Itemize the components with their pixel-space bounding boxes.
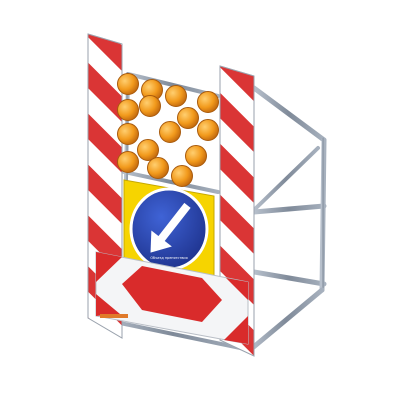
frame-mid-bar (251, 203, 327, 215)
warning-lamp-icon (139, 95, 161, 117)
warning-lamp-icon (117, 99, 139, 121)
sign-small-label: Объезд препятствия (150, 256, 187, 260)
warning-lamp-icon (197, 91, 219, 113)
chevron-board-icon (95, 251, 249, 345)
warning-lamp-grid (117, 73, 219, 187)
frame-base-rail (247, 287, 325, 353)
warning-lamp-icon (197, 119, 219, 141)
warning-lamp-icon (185, 145, 207, 167)
frame-lower-bar (251, 269, 327, 287)
arrow-down-right-icon (150, 202, 191, 253)
frame-diagonal (252, 146, 320, 212)
mandatory-sign: Объезд препятствия (123, 179, 215, 279)
warning-lamp-icon (137, 139, 159, 161)
warning-lamp-icon (117, 123, 139, 145)
board-orange-tag (100, 314, 128, 318)
board-left-corner-top (96, 252, 122, 282)
board-left-corner-bottom (96, 294, 120, 316)
frame-back-leg (319, 137, 327, 293)
warning-lamp-icon (165, 85, 187, 107)
frame-inner-mid (122, 170, 220, 194)
board-right-corner-top (226, 278, 248, 300)
warning-lamp-icon (177, 107, 199, 129)
warning-lamp-icon (117, 73, 139, 95)
warning-lamp-icon (159, 121, 181, 143)
warning-lamp-icon (147, 157, 169, 179)
board-right-corner-bottom (224, 316, 248, 344)
warning-lamp-icon (117, 151, 139, 173)
board-red-hexagon (122, 266, 222, 322)
warning-lamp-icon (171, 165, 193, 187)
frame-top-bar (251, 85, 327, 143)
